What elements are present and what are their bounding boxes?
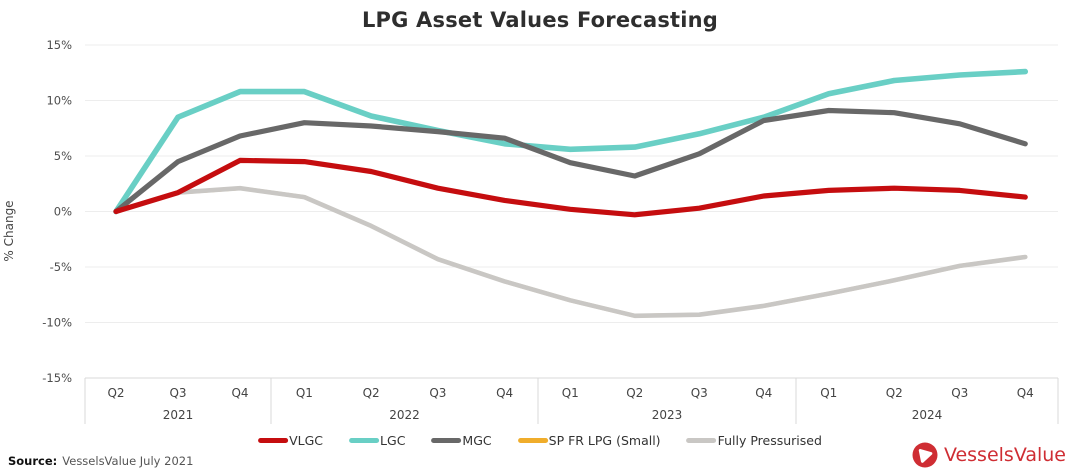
y-tick-label: -10% <box>42 316 72 330</box>
legend-swatch-sp-fr-lpg-small <box>517 438 548 443</box>
legend-swatch-fully-pressurised <box>686 438 717 443</box>
x-tick-label: Q2 <box>107 386 124 400</box>
legend-item-mgc: MGC <box>431 433 492 448</box>
legend-item-vlgc: VLGC <box>258 433 323 448</box>
chart-title: LPG Asset Values Forecasting <box>361 8 719 32</box>
x-tick-label: Q2 <box>363 386 380 400</box>
y-tick-label: -5% <box>50 260 72 274</box>
x-tick-label: Q2 <box>626 386 643 400</box>
x-tick-label: Q3 <box>951 386 968 400</box>
source-label: Source: <box>8 454 58 468</box>
year-label-2021: 2021 <box>163 408 194 422</box>
x-tick-label: Q4 <box>755 386 772 400</box>
chart-legend: VLGC LGC MGC SP FR LPG (Small) Fully Pressur… <box>258 433 822 448</box>
y-tick-label: 10% <box>46 94 72 108</box>
y-tick-label: 15% <box>46 38 72 52</box>
x-tick-label: Q4 <box>496 386 513 400</box>
legend-label-mgc: MGC <box>462 433 492 448</box>
legend-swatch-vlgc <box>258 438 289 443</box>
x-tick-label: Q4 <box>1017 386 1034 400</box>
legend-label-lgc: LGC <box>380 433 406 448</box>
legend-label-vlgc: VLGC <box>289 433 324 448</box>
year-label-2024: 2024 <box>912 408 943 422</box>
x-tick-label: Q1 <box>562 386 579 400</box>
x-tick-label: Q3 <box>169 386 186 400</box>
series-line-vlgc <box>113 157 1028 218</box>
legend-item-sp-fr-lpg-small: SP FR LPG (Small) <box>517 433 661 448</box>
legend-label-fully-pressurised: Fully Pressurised <box>717 433 822 448</box>
vesselsvalue-logo-icon <box>912 442 938 468</box>
legend-label-sp-fr-lpg-small: SP FR LPG (Small) <box>548 433 661 448</box>
x-tick-label: Q3 <box>691 386 708 400</box>
source-line: Source: VesselsValue July 2021 <box>8 454 193 468</box>
source-text: VesselsValue July 2021 <box>62 454 194 468</box>
x-tick-label: Q3 <box>429 386 446 400</box>
plot-area: 15% 10% 5% 0% -5% -10% -15% Q2 Q3 Q4 2021 Q1 Q2 Q3 Q4 2… <box>42 38 1059 424</box>
series-line-lgc <box>113 68 1029 215</box>
x-tick-label: Q1 <box>296 386 313 400</box>
x-tick-label: Q1 <box>820 386 837 400</box>
legend-item-lgc: LGC <box>349 433 405 448</box>
legend-swatch-lgc <box>349 438 380 443</box>
x-tick-label: Q4 <box>231 386 248 400</box>
vesselsvalue-logo: VesselsValue <box>912 442 1066 468</box>
y-tick-label: -15% <box>42 371 72 385</box>
series-line-fully-pressurised <box>113 185 1028 319</box>
legend-swatch-mgc <box>431 438 462 443</box>
y-tick-label: 5% <box>54 149 72 163</box>
year-label-2022: 2022 <box>389 408 420 422</box>
y-tick-label: 0% <box>54 205 72 219</box>
legend-item-fully-pressurised: Fully Pressurised <box>686 433 822 448</box>
year-label-2023: 2023 <box>652 408 683 422</box>
vesselsvalue-logo-text: VesselsValue <box>943 444 1066 466</box>
series-line-mgc <box>113 107 1028 215</box>
x-tick-label: Q2 <box>886 386 903 400</box>
